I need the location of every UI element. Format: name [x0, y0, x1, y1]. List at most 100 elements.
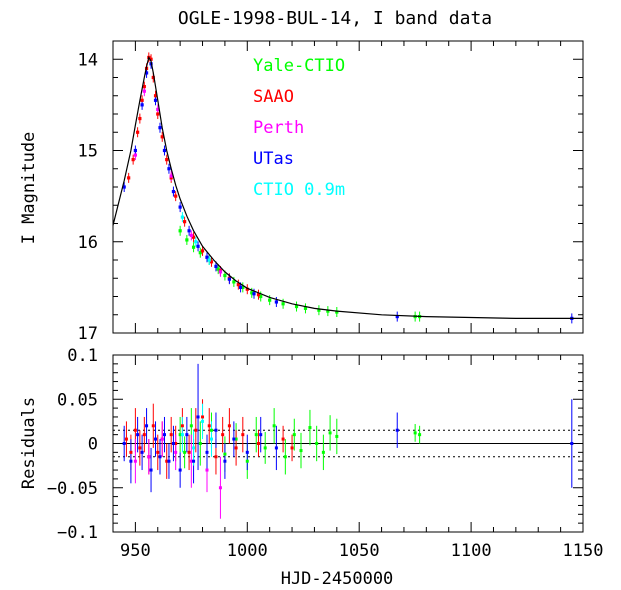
residual-point	[256, 442, 260, 445]
residual-point	[174, 442, 178, 445]
residual-point	[142, 433, 146, 437]
residual-point	[129, 459, 133, 463]
residual-point	[162, 433, 166, 437]
residual-point	[183, 450, 187, 454]
residual-point	[198, 442, 202, 445]
residual-point	[274, 446, 278, 450]
light-curve-point	[245, 287, 249, 291]
residuals-ytick-label: 0	[88, 435, 98, 455]
light-curve-point	[198, 251, 202, 255]
light-curve-point	[142, 89, 146, 93]
residual-point	[178, 433, 182, 437]
residual-point	[209, 428, 213, 432]
light-curve-point	[178, 229, 182, 233]
light-curve-point	[149, 57, 153, 61]
residual-point	[154, 437, 158, 441]
residual-point	[149, 468, 153, 472]
residual-point	[214, 455, 218, 459]
residuals-xtick-label: 1100	[451, 541, 492, 561]
residual-point	[167, 459, 171, 463]
residual-point	[169, 433, 173, 437]
light-curve-point	[151, 75, 155, 80]
residuals-ticks	[112, 354, 584, 533]
residual-point	[205, 450, 209, 454]
light-curve-point	[241, 285, 245, 289]
light-curve-point	[268, 298, 272, 302]
light-curve-panel: 14 15 16 17 Yale-CTIO SAAO Perth UTas CTIO 0.9m	[78, 40, 584, 344]
residuals-ytick-label: 0.1	[67, 346, 98, 366]
residual-point	[196, 415, 200, 419]
light-curve-point	[395, 314, 399, 319]
residual-point	[147, 455, 151, 459]
residual-point	[299, 449, 303, 453]
residual-point	[214, 428, 218, 432]
light-curve-point	[162, 148, 167, 153]
residuals-ytick-label: −0.1	[57, 523, 98, 543]
residual-point	[241, 433, 245, 437]
residuals-xtick-label: 1000	[227, 541, 268, 561]
light-curve-point	[326, 309, 330, 313]
residuals-ytick-label: 0.05	[57, 390, 98, 410]
residual-point	[263, 446, 267, 450]
residual-point	[124, 437, 128, 441]
light-curve-point	[122, 185, 126, 189]
light-curve-point	[156, 112, 160, 116]
light-curve-point	[227, 277, 231, 281]
light-curve-point	[142, 85, 146, 89]
model-curve	[112, 55, 583, 319]
residual-point	[234, 437, 238, 441]
residual-point	[232, 437, 236, 441]
residual-point	[234, 446, 238, 450]
residual-point	[178, 468, 182, 472]
residual-point	[207, 424, 211, 428]
light-curve-point	[140, 98, 144, 102]
residual-point	[136, 433, 140, 437]
light-curve-point	[133, 153, 137, 157]
residual-point	[221, 433, 225, 437]
residual-point	[223, 452, 227, 456]
residual-point	[165, 459, 169, 463]
light-curve-point	[256, 293, 261, 297]
legend-entry: UTas	[253, 149, 294, 169]
light-curve-point	[250, 291, 254, 295]
light-curve-point	[183, 220, 187, 224]
residual-point	[160, 437, 164, 441]
residual-point	[122, 442, 126, 445]
legend-entry: SAAO	[253, 87, 294, 107]
light-curve-point	[294, 304, 299, 309]
light-curve-point	[160, 135, 164, 139]
residual-point	[218, 486, 222, 490]
light-curve-point	[133, 148, 137, 153]
light-curve-point	[153, 98, 158, 102]
light-curve-point	[209, 260, 214, 264]
residual-point	[189, 459, 193, 463]
residual-point	[254, 433, 258, 437]
light-curve-point	[169, 174, 173, 178]
chart-title: OGLE-1998-BUL-14, I band data	[178, 8, 492, 29]
light-curve-point	[214, 264, 218, 268]
light-curve-point	[191, 235, 196, 239]
residual-point	[171, 442, 175, 445]
residual-point	[189, 424, 193, 428]
light-curve-point	[218, 270, 223, 274]
residual-point	[245, 459, 249, 463]
residual-point	[570, 442, 574, 445]
light-curve-point	[216, 267, 220, 271]
light-curve-point	[189, 233, 193, 237]
residual-point	[192, 446, 196, 450]
light-curve-point	[207, 258, 211, 262]
residual-point	[227, 424, 231, 428]
residual-point	[133, 459, 137, 463]
residual-point	[209, 437, 213, 441]
residual-point	[413, 431, 417, 435]
light-curve-point	[223, 273, 227, 278]
light-curve-point	[185, 238, 189, 242]
residual-point	[272, 424, 276, 428]
x-axis-label: HJD-2450000	[281, 569, 394, 589]
residual-point	[192, 459, 196, 463]
light-curve-point	[136, 130, 140, 134]
light-curve-ticks	[112, 40, 584, 334]
residuals-ytick-labels: −0.1 −0.05 0 0.05 0.1	[47, 346, 98, 543]
residual-point	[180, 433, 184, 437]
light-curve-point	[144, 71, 149, 75]
